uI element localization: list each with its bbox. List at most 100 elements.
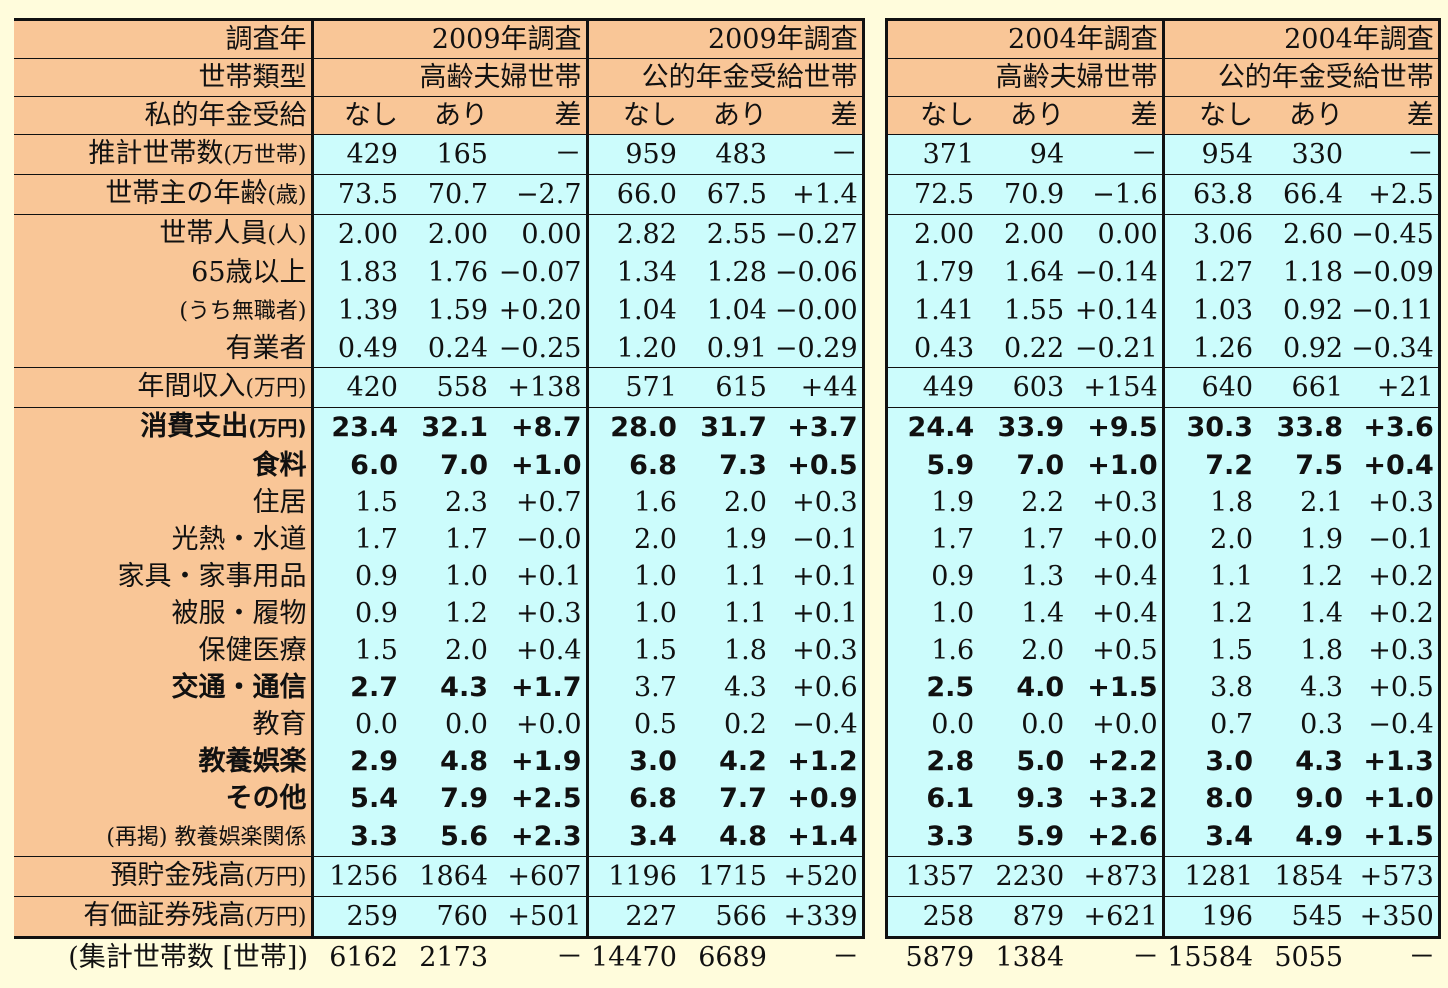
table-row: その他 5.4 7.9 +2.5 6.8 7.7 +0.9 6.1 9.3 +3.2 8.0 9.0 +… [14, 780, 1441, 817]
value-cell: 5.6 [402, 817, 492, 857]
row-label-text: 世帯主の年齢 [105, 178, 268, 209]
value-cell: 1.0 [402, 558, 492, 595]
value-cell: 1.1 [680, 595, 771, 632]
value-cell: −0.06 [770, 254, 865, 291]
value-cell: 6.8 [585, 780, 681, 817]
header-label: 世帯類型 [14, 58, 312, 97]
table-row: (再掲) 教養娯楽関係 3.3 5.6 +2.3 3.4 4.8 +1.4 3.3 5.9 +2.… [14, 817, 1441, 857]
value-cell: － [1347, 134, 1441, 175]
row-label-text: その他 [225, 783, 307, 814]
value-cell: 5.9 [978, 817, 1069, 857]
footer-value: 14470 [591, 942, 677, 973]
value-cell: 94 [978, 134, 1069, 175]
value-cell: −0.21 [1068, 330, 1165, 368]
value-cell: 1.76 [402, 254, 492, 291]
value-cell: 23.4 [310, 407, 402, 447]
value-cell: 1.5 [310, 632, 402, 669]
footer-value: － [556, 942, 583, 973]
row-label: 光熱・水道 [14, 521, 312, 558]
value-cell: 3.06 [1161, 214, 1258, 254]
value-cell: 1.5 [585, 632, 681, 669]
value-cell: 1.41 [884, 291, 979, 330]
value-cell: 1.3 [978, 558, 1069, 595]
value-cell: 3.3 [884, 817, 979, 857]
value-cell: +1.9 [492, 743, 589, 780]
group-gap [863, 447, 886, 484]
row-label-text: 65歳以上 [191, 257, 307, 288]
value-cell: 1256 [310, 856, 402, 897]
value-cell: 7.7 [680, 780, 771, 817]
value-cell: 615 [680, 367, 771, 408]
group-gap [863, 632, 886, 669]
value-cell: −0.09 [1347, 254, 1441, 291]
table-row: 預貯金残高(万円) 1256 1864 +607 1196 1715 +520 1357 223… [14, 856, 1441, 897]
value-cell: 1.7 [402, 521, 492, 558]
row-label-text: 教養娯楽 [198, 746, 307, 777]
value-cell: +0.1 [770, 595, 865, 632]
value-cell: +0.3 [770, 484, 865, 521]
value-cell: −1.6 [1068, 174, 1165, 215]
value-cell: 558 [402, 367, 492, 408]
value-cell: 429 [310, 134, 402, 175]
value-cell: 1864 [402, 856, 492, 897]
household-spending-table: 調査年 2009年調査 2009年調査 2004年調査 2004年調査 世帯類型 高齢夫婦世… [14, 18, 1441, 976]
subheading: 差 [492, 96, 589, 135]
value-cell: 2.8 [884, 743, 979, 780]
footer-value: 2173 [419, 942, 488, 973]
value-cell: +0.2 [1347, 558, 1441, 595]
group-gap [863, 97, 886, 135]
subheading: なし [884, 96, 979, 135]
value-cell: 1.7 [884, 521, 979, 558]
table-row: 有価証券残高(万円) 259 760 +501 227 566 +339 258 879 +621… [14, 896, 1441, 939]
value-cell: 1854 [1257, 856, 1348, 897]
group-gap [863, 254, 886, 291]
value-cell: 0.3 [1257, 706, 1348, 743]
value-cell: 0.0 [402, 706, 492, 743]
row-unit: (万円) [245, 905, 307, 930]
row-label-text: 消費支出 [140, 411, 249, 442]
value-cell: 1196 [585, 856, 681, 897]
value-cell: +2.2 [1068, 743, 1165, 780]
value-cell: 0.0 [978, 706, 1069, 743]
value-cell: 1.55 [978, 291, 1069, 330]
value-cell: 2.9 [310, 743, 402, 780]
value-cell: 0.24 [402, 330, 492, 368]
row-label: その他 [14, 780, 312, 817]
value-cell: 258 [884, 896, 979, 939]
value-cell: 4.2 [680, 743, 771, 780]
value-cell: 0.9 [884, 558, 979, 595]
value-cell: 1.04 [585, 291, 681, 330]
table-row: 有業者 0.49 0.24 −0.25 1.20 0.91 −0.29 0.43 0.22 −0.… [14, 330, 1441, 368]
value-cell: 259 [310, 896, 402, 939]
table-row: 教養娯楽 2.9 4.8 +1.9 3.0 4.2 +1.2 2.8 5.0 +2.2 3.0 4.3… [14, 743, 1441, 780]
header-row: 私的年金受給 なし あり差なし あり差なし あり差なし あり差 [14, 96, 1441, 135]
value-cell: +0.20 [492, 291, 589, 330]
value-cell: +2.3 [492, 817, 589, 857]
value-cell: −0.27 [770, 214, 865, 254]
value-cell: +0.14 [1068, 291, 1165, 330]
value-cell: 2.0 [585, 521, 681, 558]
value-cell: 0.2 [680, 706, 771, 743]
value-cell: +2.5 [1347, 174, 1441, 215]
group-heading: 公的年金受給世帯 [1161, 58, 1441, 97]
value-cell: 196 [1161, 896, 1258, 939]
value-cell: 1.5 [310, 484, 402, 521]
value-cell: +0.5 [1347, 669, 1441, 706]
value-cell: +3.6 [1347, 407, 1441, 447]
value-cell: 7.9 [402, 780, 492, 817]
value-cell: 2.60 [1257, 214, 1348, 254]
group-heading: 2004年調査 [1161, 18, 1441, 59]
value-cell: +350 [1347, 896, 1441, 939]
table-row: 光熱・水道 1.7 1.7 −0.0 2.0 1.9 −0.1 1.7 1.7 +0.0 2.0 1.… [14, 521, 1441, 558]
group-gap [863, 595, 886, 632]
value-cell: 5.0 [978, 743, 1069, 780]
subheading: 差 [1347, 96, 1441, 135]
value-cell: +0.3 [1347, 484, 1441, 521]
value-cell: 31.7 [680, 407, 771, 447]
value-cell: 4.3 [1257, 669, 1348, 706]
value-cell: 9.3 [978, 780, 1069, 817]
footer-value: 5879 [905, 942, 975, 973]
value-cell: 0.0 [310, 706, 402, 743]
table-row: 消費支出(万円) 23.4 32.1 +8.7 28.0 31.7 +3.7 24.4 33.9… [14, 407, 1441, 447]
value-cell: 0.92 [1257, 330, 1348, 368]
